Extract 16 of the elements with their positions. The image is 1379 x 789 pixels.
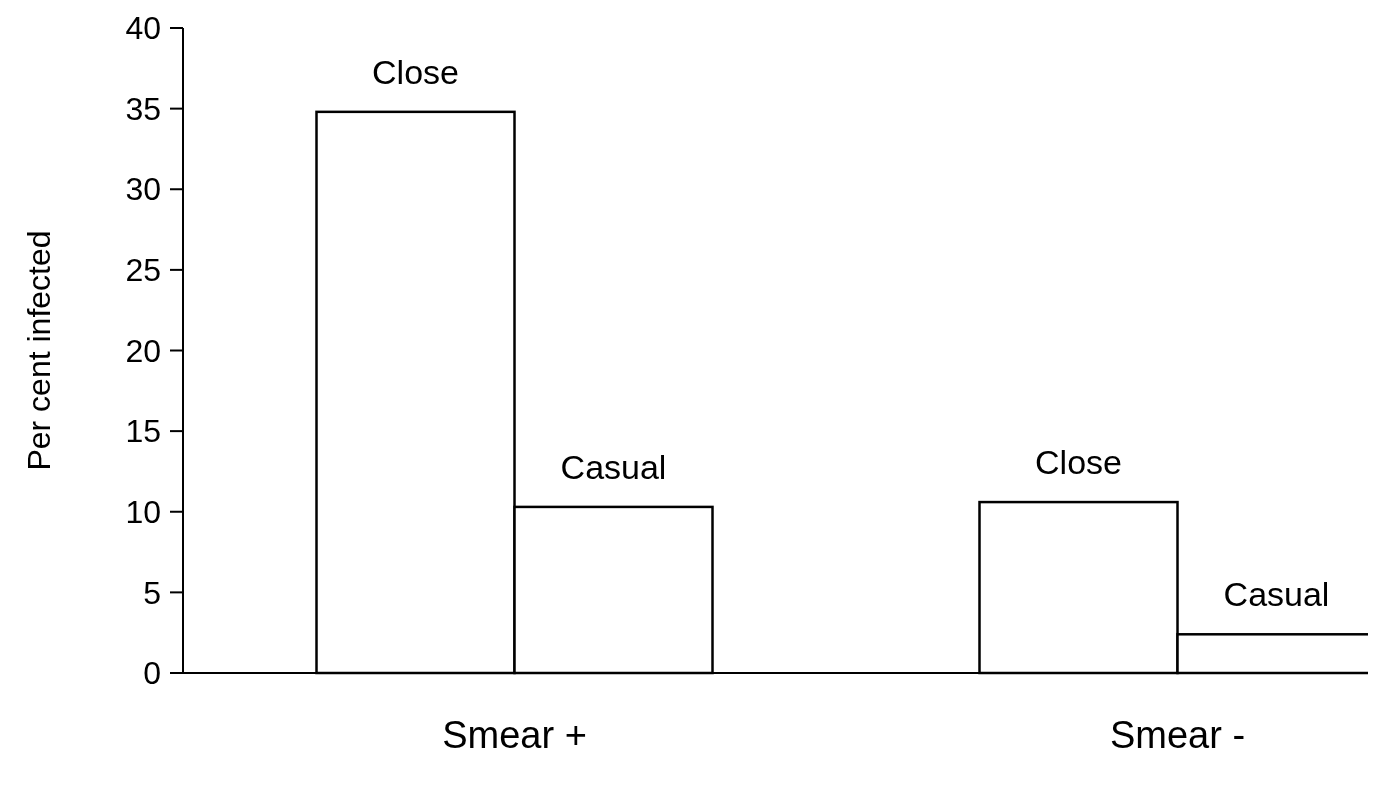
y-tick-label: 15 bbox=[125, 413, 161, 450]
text: Casual bbox=[1223, 575, 1330, 614]
series-label: Casual bbox=[560, 447, 667, 486]
y-tick-label: 40 bbox=[125, 10, 161, 47]
y-tick-label: 35 bbox=[125, 90, 161, 127]
y-tick-label: 25 bbox=[125, 252, 161, 289]
y-tick-label: 5 bbox=[143, 574, 161, 611]
y-tick-label: 0 bbox=[143, 655, 161, 692]
x-tick-label: Smear - bbox=[1109, 714, 1246, 756]
x-tick-label: Smear + bbox=[442, 714, 587, 756]
series-label: Close bbox=[372, 52, 459, 91]
y-tick-label: 10 bbox=[125, 493, 161, 530]
y-tick-label: 20 bbox=[125, 332, 161, 369]
y-tick-label: 30 bbox=[125, 171, 161, 208]
text: Close bbox=[1035, 443, 1122, 482]
y-axis-title: Per cent infected bbox=[21, 230, 57, 471]
